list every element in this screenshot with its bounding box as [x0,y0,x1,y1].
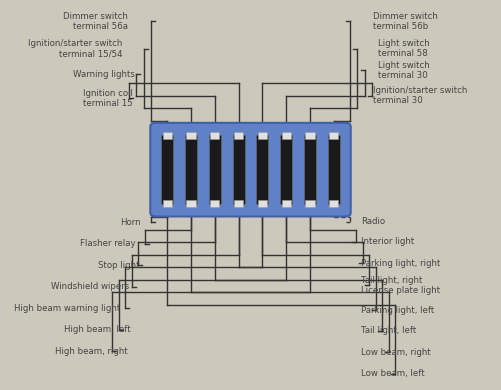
Text: High beam, left: High beam, left [64,325,130,334]
FancyBboxPatch shape [150,123,351,216]
Text: Low beam, right: Low beam, right [361,347,430,357]
Bar [258,132,267,139]
Text: High beam, right: High beam, right [55,346,128,356]
Bar [234,132,243,139]
Text: Parking light, right: Parking light, right [361,259,440,268]
Bar [163,200,172,207]
Bar [328,135,340,204]
Text: Radio: Radio [361,217,385,226]
Text: High beam warning light: High beam warning light [14,303,120,313]
Text: Light switch
terminal 30: Light switch terminal 30 [378,60,430,80]
Bar [186,132,195,139]
Text: Warning lights: Warning lights [73,69,135,79]
Bar [282,132,291,139]
Text: Interior light: Interior light [361,237,414,246]
Bar [209,135,221,204]
Text: Dimmer switch
terminal 56a: Dimmer switch terminal 56a [63,12,128,31]
Bar [280,135,292,204]
Text: Ignition coil
terminal 15: Ignition coil terminal 15 [83,89,133,108]
Text: Tail light, left: Tail light, left [361,326,416,335]
Bar [210,132,219,139]
Bar [329,132,338,139]
Text: Flasher relay: Flasher relay [80,239,135,248]
Bar [306,200,315,207]
Text: Light switch
terminal 58: Light switch terminal 58 [378,39,430,58]
Text: Stop light: Stop light [98,261,139,270]
Bar [234,200,243,207]
Text: Horn: Horn [120,218,140,227]
Bar [210,200,219,207]
Bar [163,132,172,139]
Bar [304,135,316,204]
Bar [161,135,173,204]
Bar [185,135,197,204]
Bar [258,200,267,207]
Text: Parking light, left: Parking light, left [361,305,434,315]
Text: Low beam, left: Low beam, left [361,369,424,378]
Bar [186,200,195,207]
Bar [329,200,338,207]
Text: Ignition/starter switch
terminal 30: Ignition/starter switch terminal 30 [373,86,467,105]
Bar [257,135,269,204]
Text: Windshield wipers: Windshield wipers [51,282,129,291]
Bar [306,132,315,139]
Text: Ignition/starter switch
terminal 15/54: Ignition/starter switch terminal 15/54 [29,39,123,58]
Bar [282,200,291,207]
Text: Dimmer switch
terminal 56b: Dimmer switch terminal 56b [373,12,438,31]
Bar [232,135,244,204]
Text: Tail light, right
License plate light: Tail light, right License plate light [361,276,440,295]
